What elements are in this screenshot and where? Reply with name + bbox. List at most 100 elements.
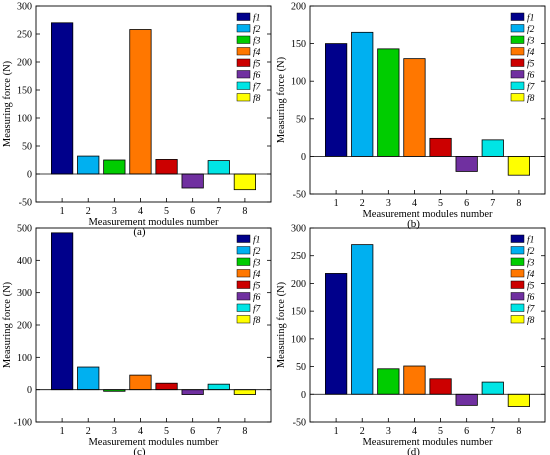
x-axis-label: Measurement modules number [88, 437, 219, 448]
x-tick-label: 7 [490, 198, 495, 209]
bar-f7 [207, 383, 230, 391]
legend-label-f4: f4 [527, 47, 535, 58]
bar-f3 [103, 159, 126, 175]
x-tick-label: 2 [360, 426, 365, 437]
legend-swatch-f7 [510, 81, 525, 90]
x-tick-label: 5 [164, 426, 169, 437]
legend-swatch-f2 [510, 24, 525, 33]
bar-f6 [455, 393, 478, 406]
legend-swatch-f7 [236, 303, 251, 312]
legend-label-f1: f1 [253, 13, 260, 24]
legend-label-f6: f6 [527, 70, 535, 81]
bar-f4 [403, 58, 426, 157]
x-tick-label: 2 [86, 426, 91, 437]
legend-swatch-f6 [510, 70, 525, 79]
x-tick-label: 2 [86, 206, 91, 217]
x-tick-label: 1 [60, 206, 65, 217]
legend-label-f8: f8 [527, 315, 535, 326]
legend-swatch-f2 [510, 246, 525, 255]
legend-label-f8: f8 [527, 93, 535, 104]
panel-label: (c) [133, 446, 146, 455]
legend-swatch-f8 [236, 315, 251, 324]
legend-swatch-f2 [236, 24, 251, 33]
legend-label-f4: f4 [527, 269, 535, 280]
legend-swatch-f3 [236, 257, 251, 266]
legend-swatch-f6 [236, 292, 251, 301]
legend-label-f1: f1 [527, 13, 534, 24]
legend-label-f7: f7 [253, 304, 262, 315]
legend-swatch-f4 [236, 47, 251, 56]
bar-f3 [377, 368, 400, 395]
legend-swatch-f7 [236, 81, 251, 90]
legend-swatch-f2 [236, 246, 251, 255]
y-axis-label: Measuring force (N) [276, 281, 287, 368]
legend-swatch-f8 [510, 315, 525, 324]
bar-f1 [51, 22, 74, 175]
legend-label-f1: f1 [253, 235, 260, 246]
legend-swatch-f1 [236, 12, 251, 21]
legend-label-f7: f7 [527, 304, 536, 315]
legend-label-f2: f2 [253, 246, 261, 257]
x-tick-label: 5 [438, 198, 443, 209]
x-tick-label: 6 [464, 198, 469, 209]
y-tick-label: 0 [301, 152, 306, 163]
legend-label-f7: f7 [253, 82, 262, 93]
bar-f1 [51, 232, 74, 391]
y-tick-label: 150 [291, 307, 306, 318]
y-axis-label: Measuring force (N) [276, 56, 287, 143]
y-tick-label: 150 [17, 86, 32, 97]
x-tick-label: 2 [360, 198, 365, 209]
bar-f8 [233, 173, 256, 191]
legend-swatch-f4 [510, 269, 525, 278]
bar-f7 [481, 381, 504, 395]
bar-f6 [455, 155, 478, 172]
legend-label-f3: f3 [253, 36, 261, 47]
legend-label-f5: f5 [253, 59, 261, 70]
x-tick-label: 8 [242, 426, 247, 437]
legend-swatch-f8 [510, 93, 525, 102]
x-tick-label: 4 [412, 198, 417, 209]
x-tick-label: 3 [112, 206, 117, 217]
bar-f8 [507, 155, 530, 176]
x-tick-label: 6 [190, 206, 195, 217]
legend-swatch-f3 [510, 35, 525, 44]
panel-label: (b) [407, 218, 420, 230]
x-tick-label: 5 [438, 426, 443, 437]
legend-swatch-f1 [510, 234, 525, 243]
x-tick-label: 4 [412, 426, 417, 437]
y-tick-label: 250 [17, 30, 32, 41]
y-tick-label: 50 [22, 142, 32, 153]
legend-swatch-f1 [236, 234, 251, 243]
chart-panel-d: -50 0 50 100 150 200 250 300 1 2 3 4 5 6 7 8 Measurement… [276, 224, 546, 455]
x-tick-label: 3 [386, 198, 391, 209]
bar-f5 [155, 159, 178, 175]
x-tick-label: 8 [516, 426, 521, 437]
legend-label-f3: f3 [527, 258, 535, 269]
bar-f7 [481, 139, 504, 157]
bar-f2 [351, 244, 374, 395]
bar-f2 [77, 155, 100, 175]
legend-label-f2: f2 [253, 24, 261, 35]
bar-f6 [181, 173, 204, 189]
y-tick-label: 300 [17, 288, 32, 299]
bar-f7 [207, 160, 230, 175]
y-tick-label: 150 [291, 39, 306, 50]
y-tick-label: -50 [293, 190, 306, 201]
legend-label-f7: f7 [527, 82, 536, 93]
legend-swatch-f1 [510, 12, 525, 21]
y-tick-label: 200 [291, 279, 306, 290]
y-tick-label: 200 [291, 2, 306, 13]
plot-frame [35, 5, 272, 203]
x-tick-label: 1 [60, 426, 65, 437]
legend-label-f1: f1 [527, 235, 534, 246]
y-tick-label: 300 [17, 2, 32, 13]
bar-f2 [351, 31, 374, 157]
x-tick-label: 6 [190, 426, 195, 437]
x-tick-label: 7 [216, 426, 221, 437]
bar-f3 [377, 48, 400, 157]
legend-label-f4: f4 [253, 47, 261, 58]
y-tick-label: 100 [291, 334, 306, 345]
legend-label-f3: f3 [527, 36, 535, 47]
